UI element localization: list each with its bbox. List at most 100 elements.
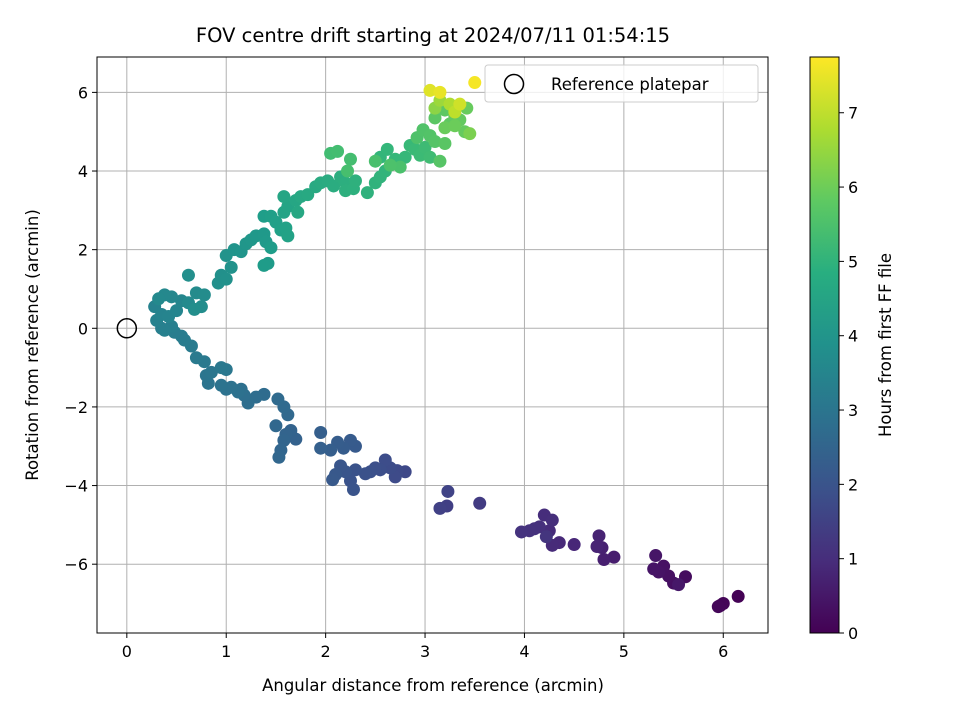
data-point [341,164,355,178]
colorbar-tick-label: 2 [848,475,858,494]
data-point [368,154,382,168]
data-point [214,361,228,375]
data-point [301,188,315,202]
scatter-points [148,76,745,614]
data-point [468,76,482,90]
data-point [545,513,559,527]
x-tick-label: 6 [718,642,728,661]
data-point [204,365,218,379]
data-point [423,83,437,97]
data-point [272,450,286,464]
data-point [383,158,397,172]
data-point [219,272,233,286]
data-point [607,550,621,564]
data-point [428,135,442,149]
colorbar-tick-label: 6 [848,178,858,197]
data-point [314,441,328,455]
data-point [277,433,291,447]
y-tick-label: 4 [78,162,88,181]
y-axis-ticks: −6 −4 −2 0 2 4 6 [64,83,97,574]
legend-entry-reference: Reference platepar [551,75,709,94]
x-tick-label: 1 [221,642,231,661]
colorbar-ticks: 0 1 2 3 4 5 6 7 [839,104,858,643]
data-point [214,378,228,392]
x-tick-label: 0 [122,642,132,661]
x-tick-label: 2 [321,642,331,661]
data-point [438,121,452,135]
x-tick-label: 5 [619,642,629,661]
data-point [539,530,553,544]
colorbar-label: Hours from first FF file [876,253,895,437]
y-tick-label: 2 [78,241,88,260]
data-point [711,600,725,614]
colorbar-tick-label: 5 [848,252,858,271]
colorbar-tick-label: 3 [848,401,858,420]
data-point [224,260,238,274]
legend-box [484,64,759,103]
reference-platepar-marker [116,318,138,339]
data-point [348,463,362,477]
legend: Reference platepar [484,64,759,103]
data-point [649,549,663,563]
data-point [393,160,407,174]
data-point [348,174,362,188]
data-point [360,186,374,200]
data-point [433,154,447,168]
data-point [647,562,661,576]
data-point [463,127,477,141]
y-tick-label: −2 [64,398,88,417]
data-point [346,482,360,496]
x-tick-label: 4 [519,642,529,661]
colorbar-tick-label: 7 [848,104,858,123]
colorbar-tick-label: 0 [848,624,858,643]
data-point [453,97,467,111]
data-point [269,419,283,433]
y-tick-label: −4 [64,477,88,496]
data-point [441,484,455,498]
data-point [257,258,271,272]
x-axis-ticks: 0 1 2 3 4 5 6 [122,633,728,661]
data-point [197,288,211,302]
y-tick-label: −6 [64,555,88,574]
data-point [398,150,412,164]
colorbar-tick-label: 4 [848,327,858,346]
data-point [423,150,437,164]
data-point [281,229,295,243]
data-point [567,538,581,552]
data-point [358,467,372,481]
data-point [428,111,442,125]
colorbar-gradient [809,56,840,634]
data-point [271,392,285,406]
chart-title: FOV centre drift starting at 2024/07/11 … [196,24,670,47]
data-point [473,496,487,510]
data-point [662,569,676,583]
data-point [418,140,432,154]
data-point [187,302,201,316]
data-point [158,323,172,337]
data-point [380,142,394,156]
data-point [326,473,340,487]
data-point [448,119,462,133]
data-point [181,268,195,282]
data-point [343,152,357,166]
colorbar: 0 1 2 3 4 5 6 7 Hours from first FF file [809,56,895,643]
data-point [438,136,452,150]
x-tick-label: 3 [420,642,430,661]
data-point [314,425,328,439]
data-point [170,304,184,318]
data-point [514,525,528,539]
y-tick-label: 0 [78,319,88,338]
y-tick-label: 6 [78,83,88,102]
data-point [331,144,345,158]
data-point [672,578,686,592]
data-point [277,190,291,204]
legend-marker-icon [503,73,525,95]
data-point [731,589,745,603]
y-axis-label: Rotation from reference (arcmin) [23,209,42,481]
data-point [433,501,447,515]
data-point [327,179,341,193]
data-point [433,85,447,99]
data-point [291,205,305,219]
data-point [592,529,606,543]
